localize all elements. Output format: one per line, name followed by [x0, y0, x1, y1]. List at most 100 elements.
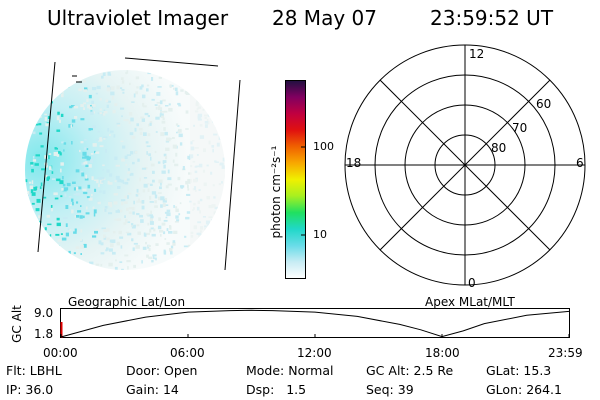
uv-speckle: [87, 184, 91, 189]
uv-speckle: [110, 130, 114, 133]
uv-speckle: [155, 116, 160, 120]
uv-speckle: [56, 116, 60, 121]
uv-speckle: [135, 76, 140, 80]
uv-speckle: [139, 177, 141, 182]
uv-speckle: [59, 119, 61, 123]
uv-speckle: [178, 104, 182, 107]
info-mode-label: Mode:: [246, 363, 285, 378]
uv-speckle: [165, 147, 170, 151]
uv-speckle: [115, 210, 120, 213]
uv-speckle: [158, 76, 162, 79]
uv-speckle: [91, 176, 94, 181]
uv-speckle: [44, 165, 48, 168]
uv-speckle: [178, 128, 182, 133]
uv-speckle: [158, 196, 163, 201]
uv-speckle: [83, 263, 88, 267]
uv-speckle: [148, 153, 151, 157]
uv-speckle: [125, 163, 127, 166]
info-ip-label: IP:: [6, 382, 22, 397]
info-glon: GLon: 264.1: [486, 382, 562, 397]
uv-speckle: [143, 183, 148, 188]
image-frame-top: [124, 57, 219, 67]
uv-speckle: [83, 243, 87, 248]
uv-speckle: [170, 267, 174, 270]
uv-speckle: [151, 98, 155, 101]
uv-speckle: [73, 187, 76, 191]
uv-speckle: [103, 234, 106, 239]
uv-speckle: [97, 201, 101, 205]
uv-speckle: [128, 120, 131, 125]
uv-speckle: [139, 86, 143, 90]
uv-speckle: [152, 170, 155, 174]
uv-speckle: [154, 150, 157, 154]
uv-speckle: [75, 246, 80, 249]
uv-speckle: [116, 85, 120, 90]
uv-speckle: [73, 252, 76, 255]
uv-speckle: [103, 111, 108, 114]
info-ip-value: 36.0: [25, 382, 54, 397]
uv-speckle: [82, 156, 87, 159]
mlt-label-12: 12: [469, 47, 485, 61]
uv-speckle: [108, 262, 113, 267]
uv-speckle: [209, 70, 212, 72]
uv-speckle: [83, 107, 85, 110]
info-filter-label: Flt:: [6, 363, 26, 378]
uv-speckle: [31, 192, 36, 196]
uv-disc: [25, 70, 225, 270]
uv-speckle: [144, 233, 147, 237]
xtick-2359: 23:59: [548, 346, 583, 360]
uv-speckle: [180, 89, 184, 92]
uv-speckle: [122, 181, 125, 184]
uv-speckle: [56, 249, 60, 253]
uv-speckle: [30, 222, 34, 227]
uv-speckle: [177, 102, 181, 105]
uv-speckle: [28, 82, 32, 85]
uv-speckle: [157, 86, 162, 88]
uv-speckle: [89, 261, 94, 265]
uv-speckle: [36, 95, 39, 99]
uv-speckle: [82, 262, 87, 265]
uv-speckle: [149, 122, 152, 126]
uv-speckle: [111, 239, 116, 243]
uv-speckle: [166, 137, 171, 142]
uv-speckle: [126, 207, 129, 212]
uv-speckle: [125, 71, 128, 75]
uv-speckle: [59, 180, 64, 185]
uv-speckle: [219, 100, 223, 103]
uv-speckle: [154, 104, 158, 106]
uv-speckle: [58, 151, 61, 154]
uv-speckle: [194, 77, 199, 80]
uv-speckle: [82, 151, 87, 156]
uv-speckle: [112, 96, 114, 100]
uv-speckle: [124, 119, 129, 122]
uv-speckle: [178, 213, 181, 216]
altitude-chart: [60, 308, 570, 338]
uv-speckle: [107, 180, 110, 185]
uv-speckle: [131, 238, 134, 242]
uv-speckle: [70, 124, 72, 128]
uv-speckle: [66, 263, 69, 267]
uv-speckle: [101, 180, 104, 183]
uv-speckle: [92, 235, 97, 238]
uv-speckle: [143, 105, 147, 108]
info-gc-alt: GC Alt: 2.5 Re: [366, 363, 453, 378]
uv-speckle: [139, 131, 143, 135]
uv-speckle: [104, 208, 107, 212]
uv-speckle: [62, 183, 66, 187]
uv-speckle: [43, 196, 47, 199]
uv-speckle: [56, 249, 59, 253]
uv-speckle: [95, 263, 100, 266]
info-glat: GLat: 15.3: [486, 363, 551, 378]
uv-speckle: [30, 238, 33, 242]
uv-speckle: [154, 200, 157, 204]
uv-speckle: [30, 82, 34, 86]
uv-speckle: [149, 183, 153, 186]
uv-speckle: [154, 205, 158, 208]
uv-speckle: [38, 85, 42, 87]
uv-speckle: [73, 193, 77, 196]
uv-speckle: [218, 265, 222, 269]
uv-speckle: [88, 197, 93, 201]
uv-speckle: [89, 128, 93, 131]
uv-speckle: [217, 230, 221, 233]
uv-speckle: [54, 147, 58, 150]
